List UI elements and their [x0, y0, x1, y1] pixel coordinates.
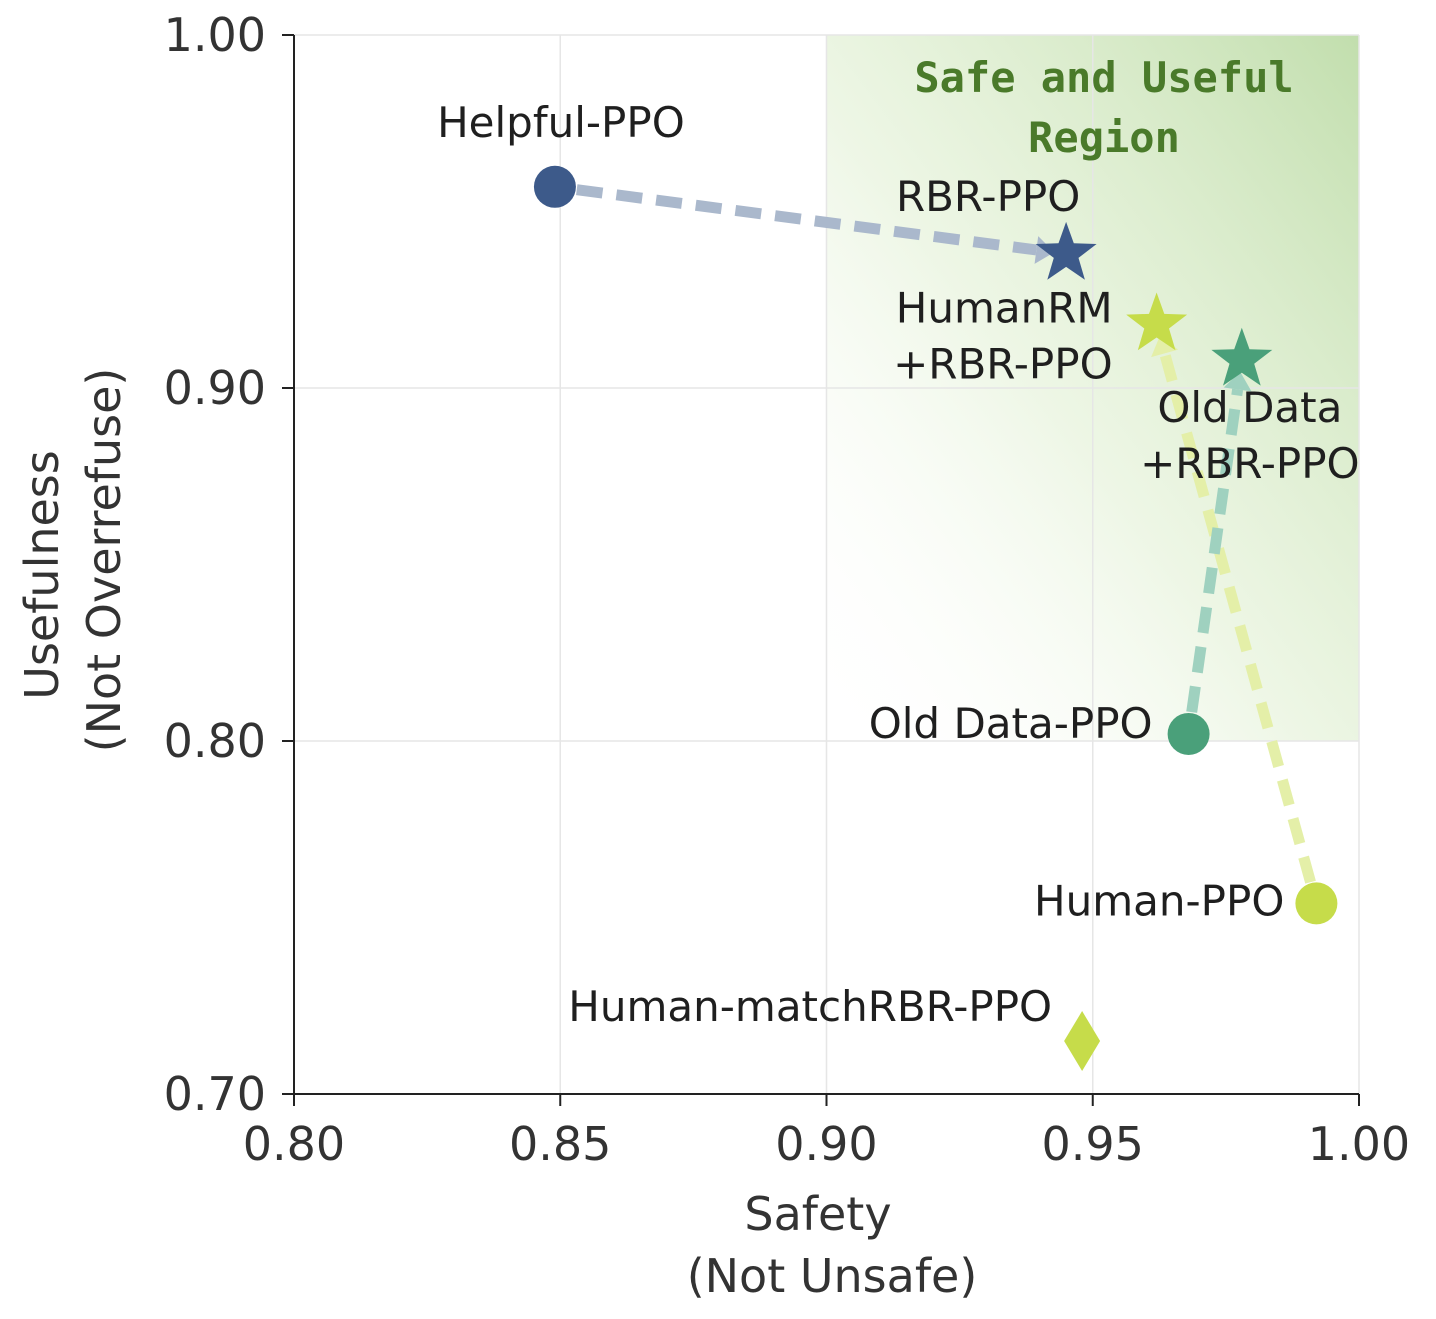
- point-label-line: Human-matchRBR-PPO: [568, 982, 1052, 1031]
- point-label-line: Old Data-PPO: [869, 699, 1153, 748]
- arrowhead-human-ppo: [1151, 336, 1179, 358]
- arrow-old-data-ppo: [1186, 388, 1244, 713]
- markers: [533, 165, 1338, 1072]
- arrow-human-ppo: [1159, 351, 1316, 884]
- point-label-line: RBR-PPO: [896, 172, 1080, 221]
- point-label-line: Human-PPO: [1034, 876, 1284, 925]
- point-label-line: +RBR-PPO: [893, 339, 1113, 388]
- x-axis-title-line2: (Not Unsafe): [687, 1249, 978, 1303]
- x-tick-label: 0.95: [1042, 1117, 1144, 1171]
- arrowhead-old-data-ppo: [1223, 371, 1252, 392]
- axes: [282, 34, 1360, 1106]
- point-label-humanrm-rbr-ppo: HumanRM +RBR-PPO: [893, 283, 1113, 388]
- marker-human-matchrbr-ppo: [1064, 1011, 1101, 1072]
- x-tick-label: 0.90: [775, 1117, 877, 1171]
- point-label-line: HumanRM: [896, 283, 1113, 332]
- tick-labels: 0.80 0.85 0.90 0.95 1.000.700.800.901.00: [164, 8, 1411, 1171]
- marker-humanrm-rbr-ppo: [1126, 292, 1188, 351]
- x-axis-title-line1: Safety: [744, 1187, 891, 1241]
- point-label-human-matchrbr-ppo: Human-matchRBR-PPO: [568, 982, 1052, 1031]
- grid: [294, 34, 1360, 1094]
- marker-rbr-ppo: [1035, 221, 1097, 280]
- point-label-old-data-rbr-ppo: Old Data +RBR-PPO: [1140, 383, 1360, 488]
- point-label-line: Old Data: [1157, 383, 1342, 432]
- marker-human-ppo: [1295, 882, 1338, 925]
- axis-titles: Safety (Not Unsafe) Usefulness (Not Over…: [15, 368, 977, 1303]
- point-label-helpful-ppo: Helpful-PPO: [437, 98, 685, 147]
- region-label-line2: Region: [1028, 113, 1180, 162]
- marker-old-data-rbr-ppo: [1211, 327, 1273, 386]
- point-label-line: Helpful-PPO: [437, 98, 685, 147]
- y-tick-label: 0.90: [164, 361, 266, 415]
- y-tick-label: 0.70: [164, 1067, 266, 1121]
- point-label-line: +RBR-PPO: [1140, 439, 1360, 488]
- region-label: Safe and Useful Region: [914, 53, 1293, 162]
- region-label-line1: Safe and Useful: [914, 53, 1293, 102]
- marker-old-data-ppo: [1167, 712, 1210, 755]
- y-axis-title-line1: Usefulness: [15, 450, 69, 699]
- point-label-rbr-ppo: RBR-PPO: [896, 172, 1080, 221]
- point-label-old-data-ppo: Old Data-PPO: [869, 699, 1153, 748]
- point-label-human-ppo: Human-PPO: [1034, 876, 1284, 925]
- y-axis-title-line2: (Not Overrefuse): [77, 368, 131, 753]
- y-tick-label: 1.00: [164, 8, 266, 62]
- x-tick-label: 0.85: [509, 1117, 611, 1171]
- y-tick-label: 0.80: [164, 714, 266, 768]
- marker-helpful-ppo: [533, 165, 576, 208]
- x-tick-label: 1.00: [1308, 1117, 1410, 1171]
- x-tick-label: 0.80: [243, 1117, 345, 1171]
